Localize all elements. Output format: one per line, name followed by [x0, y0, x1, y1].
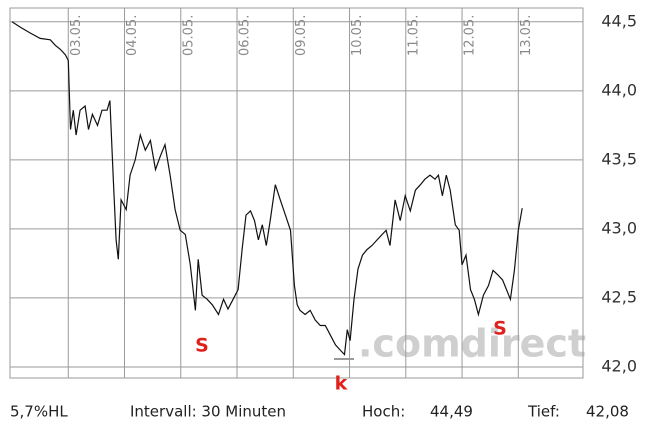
footer-low-label: Tief:	[527, 403, 560, 421]
plot-frame	[9, 7, 584, 379]
y-tick-label: 44,5	[601, 11, 637, 30]
y-tick-label: 43,5	[601, 149, 637, 168]
x-tick-label: 05.05.	[181, 15, 196, 56]
y-tick-label: 42,0	[601, 356, 637, 375]
footer-high: 44,49	[430, 403, 473, 421]
watermark: .comdirect	[358, 322, 586, 366]
x-tick-label: 12.05.	[463, 15, 478, 56]
y-tick-label: 43,0	[601, 218, 637, 237]
footer-high-label: Hoch:	[362, 403, 405, 421]
x-tick-label: 03.05.	[69, 15, 84, 56]
price-line	[11, 21, 523, 356]
footer-interval: Intervall: 30 Minuten	[130, 403, 286, 421]
x-tick-label: 10.05.	[350, 15, 365, 56]
x-tick-label: 09.05.	[294, 15, 309, 56]
x-tick-label: 04.05.	[125, 15, 140, 56]
annotation: S	[195, 335, 209, 357]
x-tick-label: 13.05.	[519, 15, 534, 56]
footer-range: 5,7%HL	[10, 403, 68, 421]
annotation: k	[335, 373, 348, 395]
annotation: S	[493, 318, 507, 340]
y-tick-label: 44,0	[601, 80, 637, 99]
footer-low: 42,08	[586, 403, 629, 421]
x-tick-label: 06.05.	[238, 15, 253, 56]
x-tick-label: 11.05.	[406, 15, 421, 56]
y-tick-label: 42,5	[601, 287, 637, 306]
